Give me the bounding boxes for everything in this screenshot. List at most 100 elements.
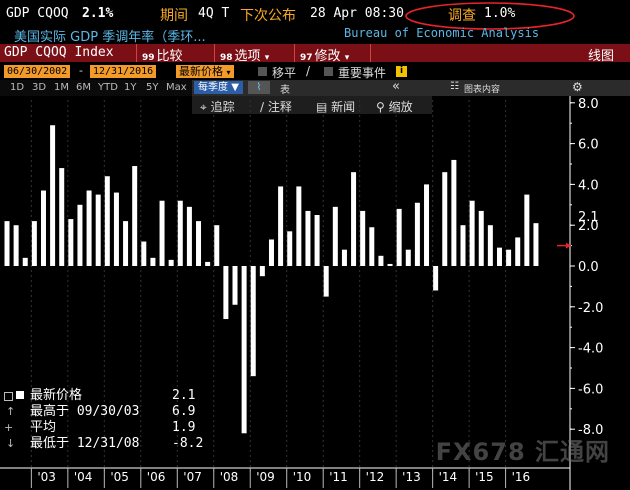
- y-tick-label: 4.0: [578, 178, 599, 193]
- edit-num: 97: [300, 53, 313, 63]
- bar-2013Q2: [405, 249, 411, 266]
- magnifier-icon: ⚲: [376, 100, 385, 114]
- range-6m[interactable]: 6M: [76, 82, 91, 93]
- range-3d[interactable]: 3D: [32, 82, 47, 93]
- x-tick-label: '16: [512, 470, 531, 484]
- range-1d[interactable]: 1D: [10, 82, 25, 93]
- legend-swatch: [16, 391, 24, 399]
- source: Bureau of Economic Analysis: [344, 26, 540, 40]
- bar-2008Q4: [241, 266, 247, 434]
- legend-last-label: 最新价格: [30, 388, 83, 403]
- y-tick-label: 8.0: [578, 97, 599, 112]
- end-date-field[interactable]: 12/31/2016: [90, 65, 157, 78]
- ticker[interactable]: GDP CQOQ: [6, 6, 69, 21]
- compare-menu[interactable]: 99 比较: [142, 45, 183, 64]
- bar-2004Q3: [86, 190, 92, 266]
- x-tick-label: '09: [256, 470, 275, 484]
- y-tick-label: -4.0: [578, 342, 603, 357]
- bar-2004Q4: [95, 194, 101, 266]
- options-num: 98: [220, 53, 233, 63]
- events-checkbox[interactable]: [324, 67, 333, 76]
- frequency-select[interactable]: 每季度 ▼: [194, 81, 243, 94]
- edit-caret-icon: ▾: [344, 53, 350, 63]
- bar-2012Q2: [369, 227, 375, 266]
- gear-icon[interactable]: ⚙: [572, 80, 583, 94]
- moving-avg-checkbox[interactable]: [258, 67, 267, 76]
- gdp-bar-chart[interactable]: 8.0 6.0 4.0 2.0 0.0 -2.0 -4.0 -6.0 -8.0 2.1 '03 '04…: [0, 96, 630, 490]
- range-1y[interactable]: 1Y: [124, 82, 137, 93]
- header-bar: GDP CQOQ 2.1% 期间 4Q T 下次公布 28 Apr 08:30 …: [0, 0, 630, 30]
- bar-2007Q3: [196, 221, 202, 266]
- menu-divider: [136, 44, 137, 62]
- x-tick-label: '04: [74, 470, 93, 484]
- chart-tools: ⌖ 追踪 ∕ 注释 ▤ 新闻 ⚲ 缩放: [192, 96, 432, 114]
- x-tick-label: '08: [220, 470, 239, 484]
- bar-2010Q1: [287, 231, 293, 266]
- range-1m[interactable]: 1M: [54, 82, 69, 93]
- menu-bar: GDP CQOQ Index 99 比较 98 选项 ▾ 97 修改 ▾ 线图: [0, 44, 630, 64]
- bar-2014Q2: [442, 172, 448, 266]
- legend-avg-value: 1.9: [172, 420, 196, 435]
- line-style-icon[interactable]: ⌇: [248, 81, 270, 94]
- bar-2006Q4: [168, 259, 174, 266]
- price-field-select[interactable]: 最新价格 ▾: [176, 65, 234, 78]
- bar-2002Q3: [13, 225, 19, 266]
- bar-2016Q2: [515, 237, 521, 266]
- bar-2011Q1: [323, 266, 329, 297]
- range-ytd[interactable]: YTD: [98, 82, 118, 93]
- y-tick-label: 0.0: [578, 260, 599, 275]
- bar-2015Q3: [487, 225, 493, 266]
- bar-2008Q3: [232, 266, 238, 305]
- bar-2008Q1: [214, 225, 220, 266]
- y-tick-label: 6.0: [578, 138, 599, 153]
- edit-menu[interactable]: 97 修改 ▾: [300, 45, 349, 64]
- range-5y[interactable]: 5Y: [146, 82, 159, 93]
- period-label: 期间: [160, 8, 188, 24]
- news-tool[interactable]: ▤ 新闻: [316, 98, 355, 115]
- bar-2015Q4: [496, 247, 502, 266]
- y-tick-label: -6.0: [578, 382, 603, 397]
- bar-2010Q4: [314, 215, 320, 266]
- bar-2013Q3: [414, 202, 420, 266]
- y-tick-label: -8.0: [578, 423, 603, 438]
- table-toggle[interactable]: 表: [280, 85, 290, 96]
- legend-low-label: 最低于 12/31/08: [30, 436, 140, 451]
- chart-contents-icon[interactable]: ☷: [450, 81, 459, 92]
- collapse-icon[interactable]: «: [392, 79, 400, 94]
- info-icon[interactable]: i: [396, 66, 407, 77]
- bar-2011Q4: [351, 172, 357, 266]
- chart-type[interactable]: 线图: [588, 49, 615, 64]
- legend-last-value: 2.1: [172, 388, 196, 403]
- price-field-label: 最新价格: [179, 65, 223, 78]
- x-tick-label: '10: [293, 470, 312, 484]
- chart-contents-label[interactable]: 图表内容: [464, 85, 501, 95]
- date-separator: -: [79, 64, 83, 77]
- bar-2012Q1: [360, 210, 366, 266]
- zoom-label: 缩放: [388, 100, 413, 114]
- description: 美国实际 GDP 季调年率（季环...: [14, 30, 206, 45]
- zoom-tool[interactable]: ⚲ 缩放: [376, 98, 413, 115]
- bar-2016Q4: [533, 223, 539, 266]
- survey-value: 1.0%: [484, 6, 516, 21]
- bar-2015Q1: [469, 200, 475, 266]
- x-tick-label: '03: [37, 470, 56, 484]
- frequency-label: 每季度: [198, 82, 228, 93]
- low-marker-icon: ↓: [6, 437, 16, 450]
- bar-2003Q1: [31, 221, 37, 266]
- options-menu[interactable]: 98 选项 ▾: [220, 45, 269, 64]
- bar-2010Q2: [296, 186, 302, 266]
- edit-label: 修改: [314, 49, 341, 64]
- annotate-tool[interactable]: ∕ 注释: [260, 98, 292, 115]
- legend-avg-label: 平均: [30, 420, 57, 435]
- annotate-label: 注释: [267, 100, 292, 114]
- x-tick-label: '15: [475, 470, 494, 484]
- pencil-icon[interactable]: /: [306, 64, 311, 78]
- start-date-field[interactable]: 06/30/2002: [4, 65, 71, 78]
- current-value: 2.1%: [82, 6, 114, 21]
- bar-2003Q4: [59, 168, 65, 266]
- events-label: 重要事件: [338, 66, 387, 80]
- track-tool[interactable]: ⌖ 追踪: [200, 98, 235, 115]
- menu-divider: [214, 44, 215, 62]
- date-bar: 06/30/2002 - 12/31/2016 最新价格 ▾ 移平 / 重要事件…: [0, 64, 630, 80]
- range-max[interactable]: Max: [166, 82, 187, 93]
